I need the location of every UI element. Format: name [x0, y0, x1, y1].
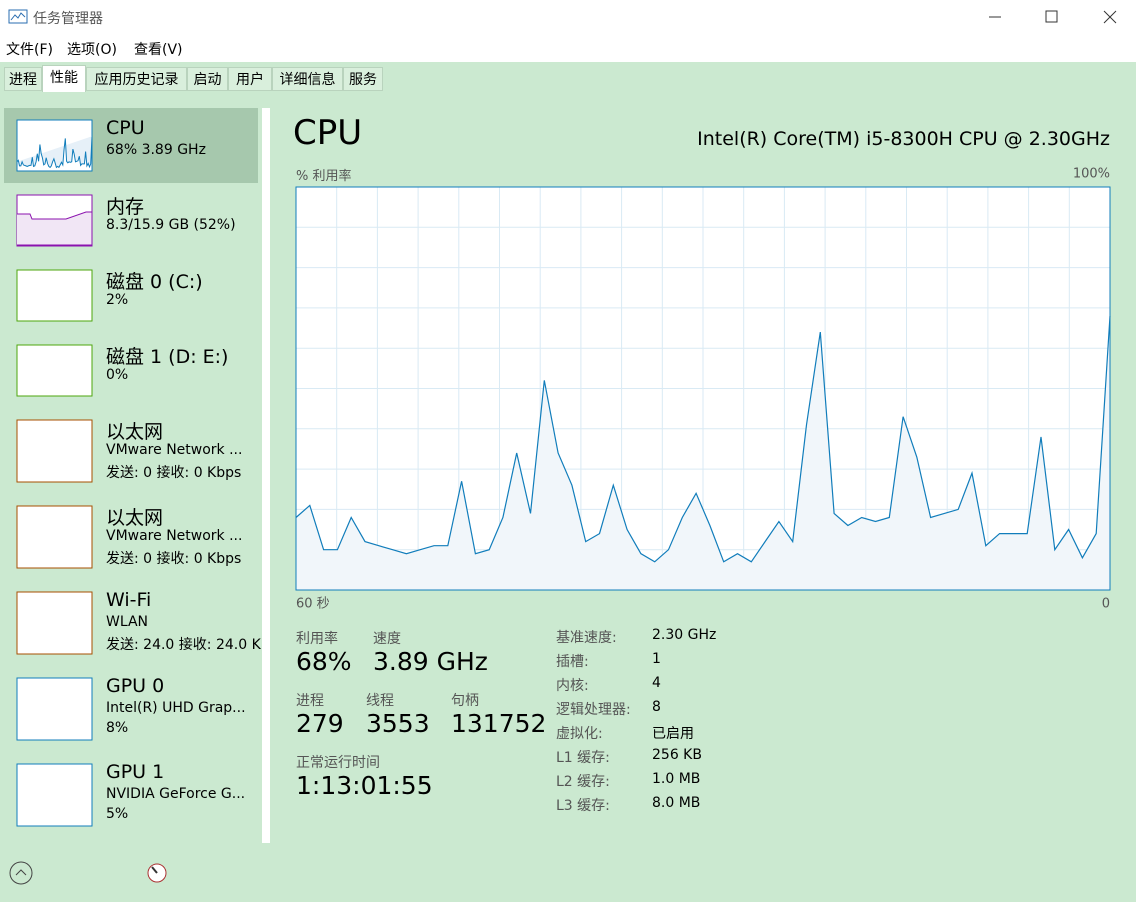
thumbnail	[16, 677, 93, 741]
device-detail: 5%	[106, 806, 129, 822]
menu-item[interactable]: 查看(V)	[134, 42, 183, 58]
spec-label: L2 缓存:	[556, 774, 610, 790]
menu-bar	[0, 34, 1136, 62]
device-detail: 2%	[106, 292, 129, 308]
thumbnail	[16, 344, 93, 397]
thumbnail	[16, 119, 93, 172]
thumbnail	[16, 419, 93, 483]
thumbnail	[16, 505, 93, 569]
spec-label: L1 缓存:	[556, 750, 610, 766]
device-name: 内存	[106, 196, 145, 218]
tab[interactable]: 应用历史记录	[86, 67, 187, 91]
cpu-line	[295, 315, 1111, 563]
spec-label: L3 缓存:	[556, 798, 610, 814]
window-controls[interactable]	[980, 0, 1130, 34]
x-tick-label: 0	[1102, 597, 1110, 612]
device-detail: 发送: 24.0 接收: 24.0 Kbps	[106, 637, 262, 653]
stat-label: 线程	[366, 693, 394, 709]
cpu-area	[296, 316, 1110, 590]
device-name: GPU 1	[106, 761, 165, 783]
spec-label: 虚拟化:	[556, 726, 603, 742]
spec-value: 已启用	[652, 726, 694, 742]
stat-value: 131752	[451, 709, 547, 738]
spec-value: 8	[652, 699, 661, 715]
tab[interactable]: 进程	[4, 67, 42, 91]
device-detail: NVIDIA GeForce G...	[106, 786, 246, 802]
tab[interactable]: 用户	[228, 67, 272, 91]
sidebar-divider	[262, 108, 270, 843]
y-axis-label: % 利用率	[296, 169, 352, 184]
device-detail: 发送: 0 接收: 0 Kbps	[106, 551, 242, 567]
thumbnail-frame	[16, 505, 93, 569]
stat-label: 进程	[296, 693, 324, 709]
x-tick-label: 60 秒	[296, 597, 330, 612]
device-name: CPU	[106, 117, 145, 139]
thumbnail-frame	[16, 269, 93, 322]
spec-label: 内核:	[556, 678, 589, 694]
main-title: CPU	[293, 113, 363, 153]
thumbnail-line	[17, 211, 93, 246]
tab[interactable]: 启动	[187, 67, 228, 91]
tab[interactable]: 详细信息	[272, 67, 343, 91]
stat-label: 利用率	[296, 631, 338, 647]
cpu-graph: 100% 60 秒 0	[295, 167, 1111, 612]
title-bar	[0, 0, 1136, 34]
spec-value: 4	[652, 675, 661, 691]
stat-value: 68%	[296, 647, 352, 676]
device-detail: Intel(R) UHD Grap...	[106, 700, 246, 716]
thumbnail	[16, 194, 93, 247]
thumbnail-line	[16, 136, 93, 169]
stat-value: 3553	[366, 709, 430, 738]
device-detail: 8%	[106, 720, 129, 736]
tab[interactable]: 服务	[343, 67, 383, 91]
spec-label: 基准速度:	[556, 630, 617, 646]
menu-item[interactable]: 选项(O)	[67, 42, 117, 58]
thumbnail-frame	[16, 419, 93, 483]
device-name: Wi-Fi	[106, 589, 152, 611]
device-detail: VMware Network ...	[106, 442, 243, 458]
spec-label: 逻辑处理器:	[556, 702, 631, 718]
spec-value: 8.0 MB	[652, 795, 701, 811]
cpu-model: Intel(R) Core(TM) i5-8300H CPU @ 2.30GHz	[697, 128, 1110, 150]
device-name: 以太网	[106, 507, 164, 529]
device-name: 磁盘 1 (D: E:)	[106, 346, 229, 368]
app-icon	[8, 9, 28, 24]
menu-item[interactable]: 文件(F)	[6, 42, 53, 58]
spec-value: 1.0 MB	[652, 771, 701, 787]
device-name: 以太网	[106, 421, 164, 443]
thumbnail	[16, 763, 93, 827]
device-name: GPU 0	[106, 675, 165, 697]
thumbnail-frame	[16, 591, 93, 655]
thumbnail-frame	[16, 677, 93, 741]
device-detail: 68% 3.89 GHz	[106, 142, 206, 158]
tab[interactable]: 性能	[42, 65, 86, 92]
thumbnail-frame	[16, 344, 93, 397]
spec-value: 1	[652, 651, 661, 667]
device-name: 磁盘 0 (C:)	[106, 271, 203, 293]
device-detail: 发送: 0 接收: 0 Kbps	[106, 465, 242, 481]
spec-value: 2.30 GHz	[652, 627, 717, 643]
device-detail: WLAN	[106, 614, 149, 630]
spec-value: 256 KB	[652, 747, 702, 763]
stat-value: 279	[296, 709, 344, 738]
device-detail: VMware Network ...	[106, 528, 243, 544]
spec-label: 插槽:	[556, 654, 589, 670]
y-tick-label: 100%	[1073, 167, 1110, 182]
thumbnail-frame	[16, 763, 93, 827]
stat-value: 1:13:01:55	[296, 771, 433, 800]
stat-label: 正常运行时间	[296, 755, 380, 771]
device-detail: 0%	[106, 367, 129, 383]
device-detail: 8.3/15.9 GB (52%)	[106, 217, 236, 233]
footer-icons	[9, 861, 167, 885]
stat-value: 3.89 GHz	[373, 647, 488, 676]
stat-label: 速度	[373, 631, 401, 647]
window-title: 任务管理器	[33, 11, 103, 27]
stat-label: 句柄	[451, 693, 479, 709]
graph-border	[295, 186, 1111, 591]
thumbnail	[16, 269, 93, 322]
thumbnail	[16, 591, 93, 655]
